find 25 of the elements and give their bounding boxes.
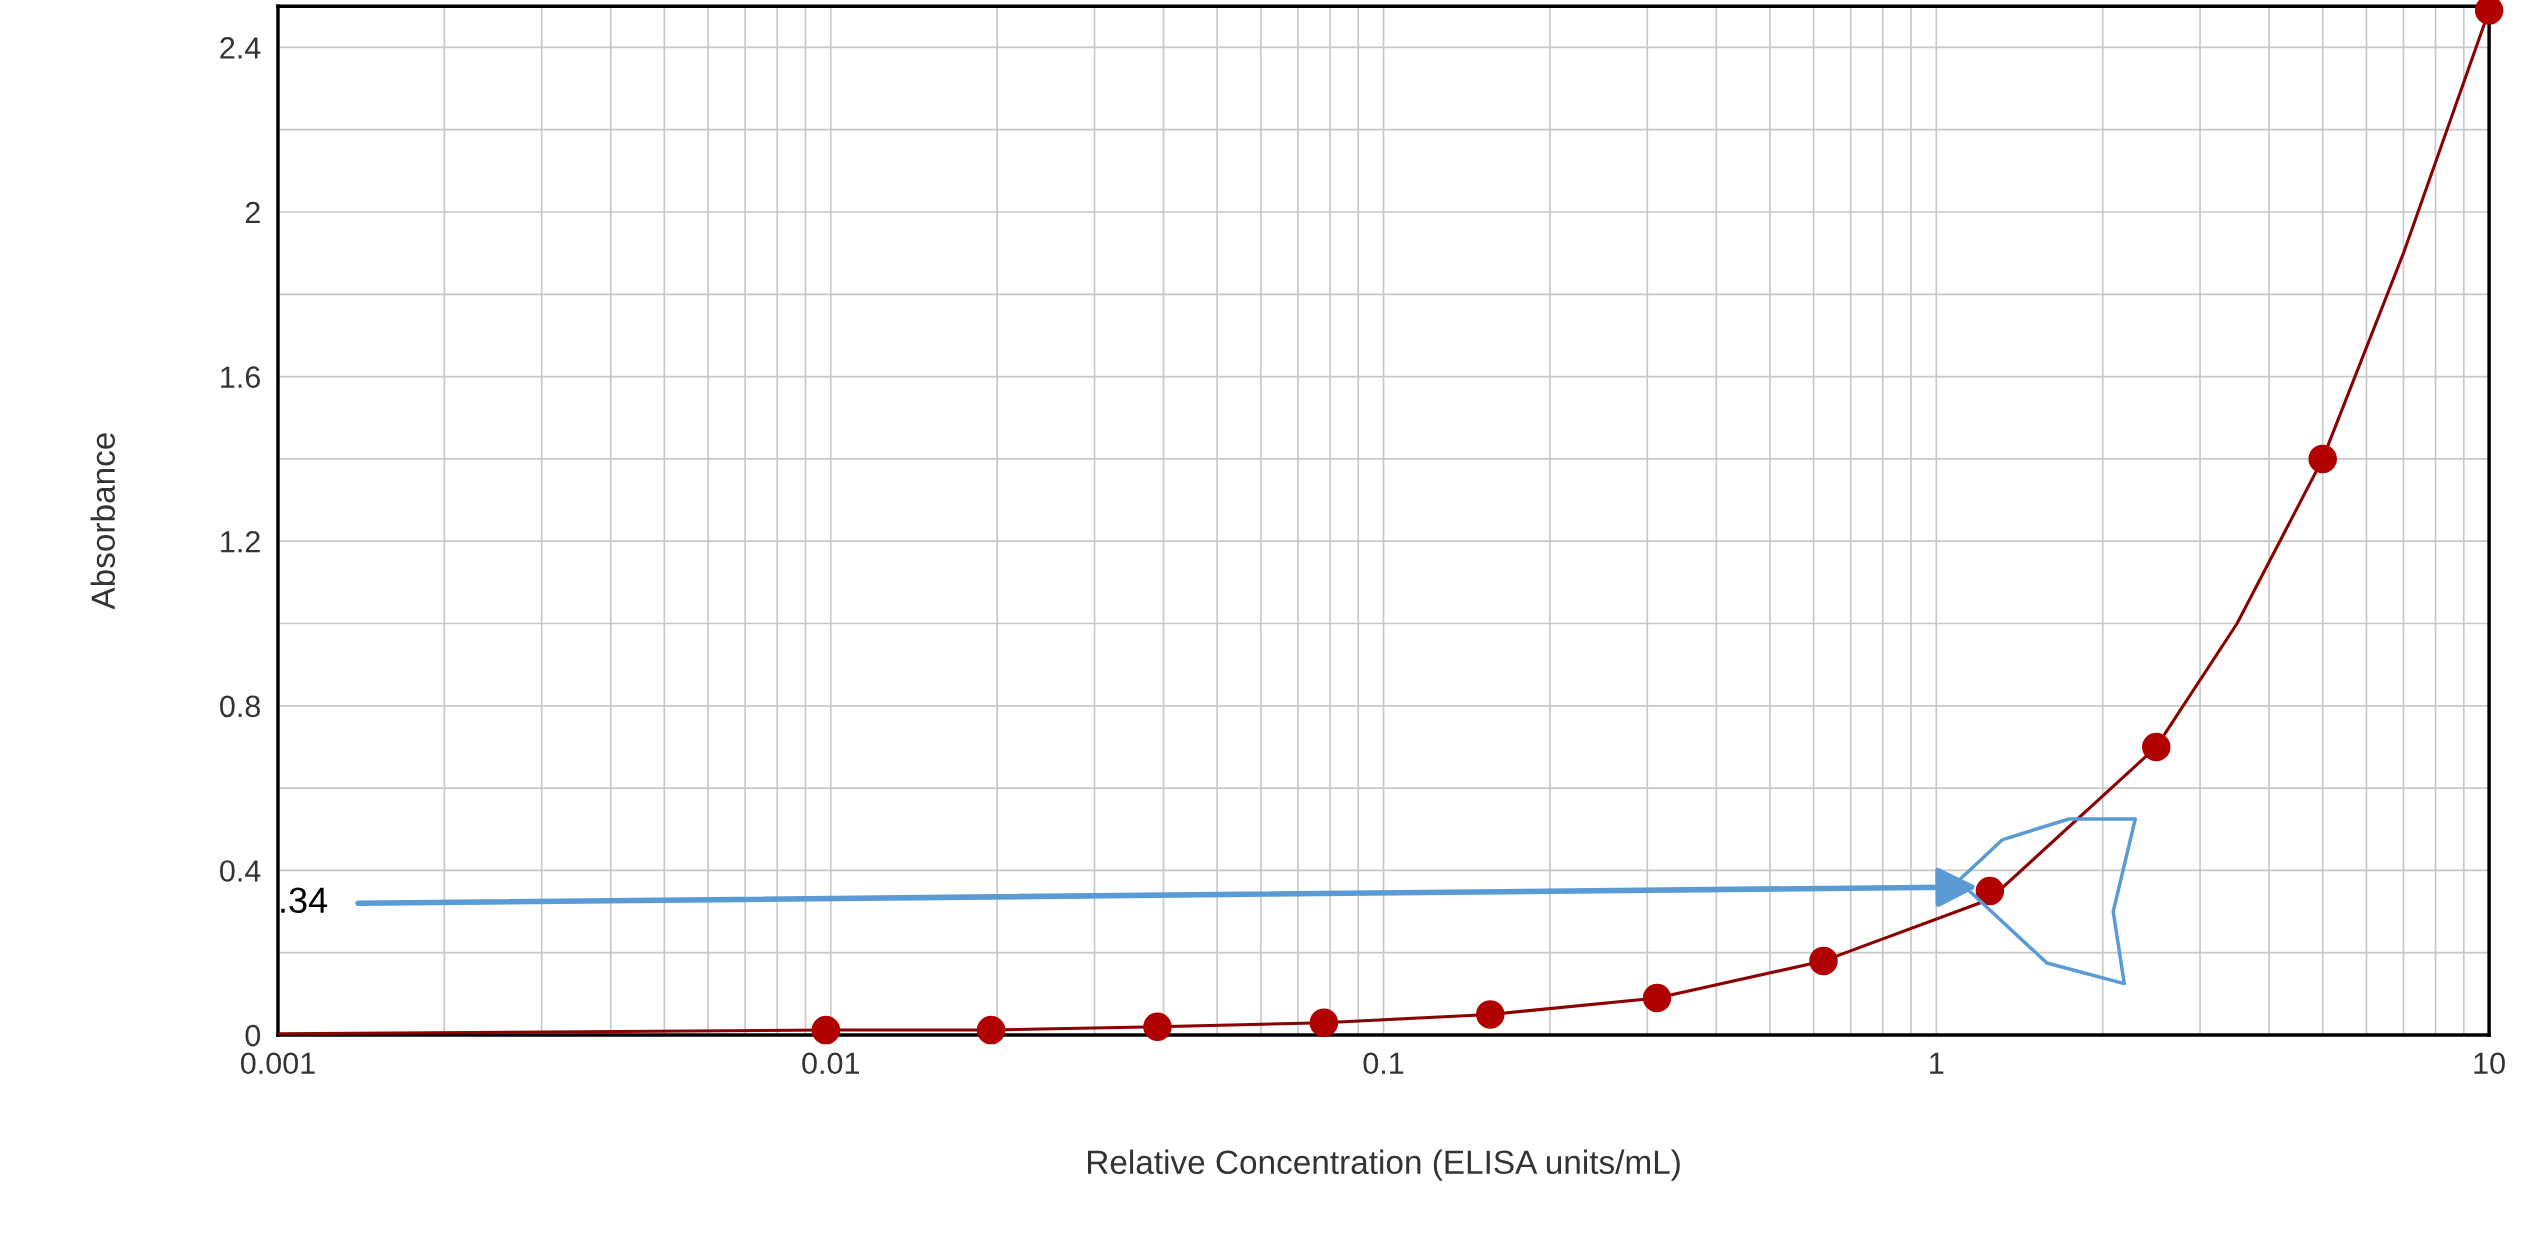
y-tick-label: 0 [245,1024,261,1047]
y-axis-title: Absorbance [90,433,116,610]
annotation: .34 [281,887,328,914]
point [1143,1012,1172,1042]
x-tick-label: 1 [1930,1052,1944,1074]
x-tick-label: 0.01 [802,1052,859,1075]
point [811,1015,841,1045]
point [2142,732,2171,762]
y-tick-label: 2 [245,201,260,224]
y-tick-label: 1.6 [221,366,260,388]
point [1975,876,2005,906]
x-axis-title: Relative Concentration (ELISA units/mL) [1087,1149,1680,1181]
y-tick-label: 1.2 [221,530,260,553]
x-tick-label: 10 [2474,1052,2505,1075]
x-tick-label: 0.1 [1363,1052,1404,1075]
point [976,1015,1006,1045]
y-tick-label: 0.4 [220,860,261,882]
point [2308,444,2337,474]
y-tick-label: 2.4 [220,37,261,59]
point [1809,946,1838,976]
x-tick-label: 0.001 [240,1052,315,1075]
y-tick-label: 0.8 [220,695,260,718]
point [1309,1008,1339,1037]
point [1476,1000,1505,1029]
point [1642,983,1672,1013]
